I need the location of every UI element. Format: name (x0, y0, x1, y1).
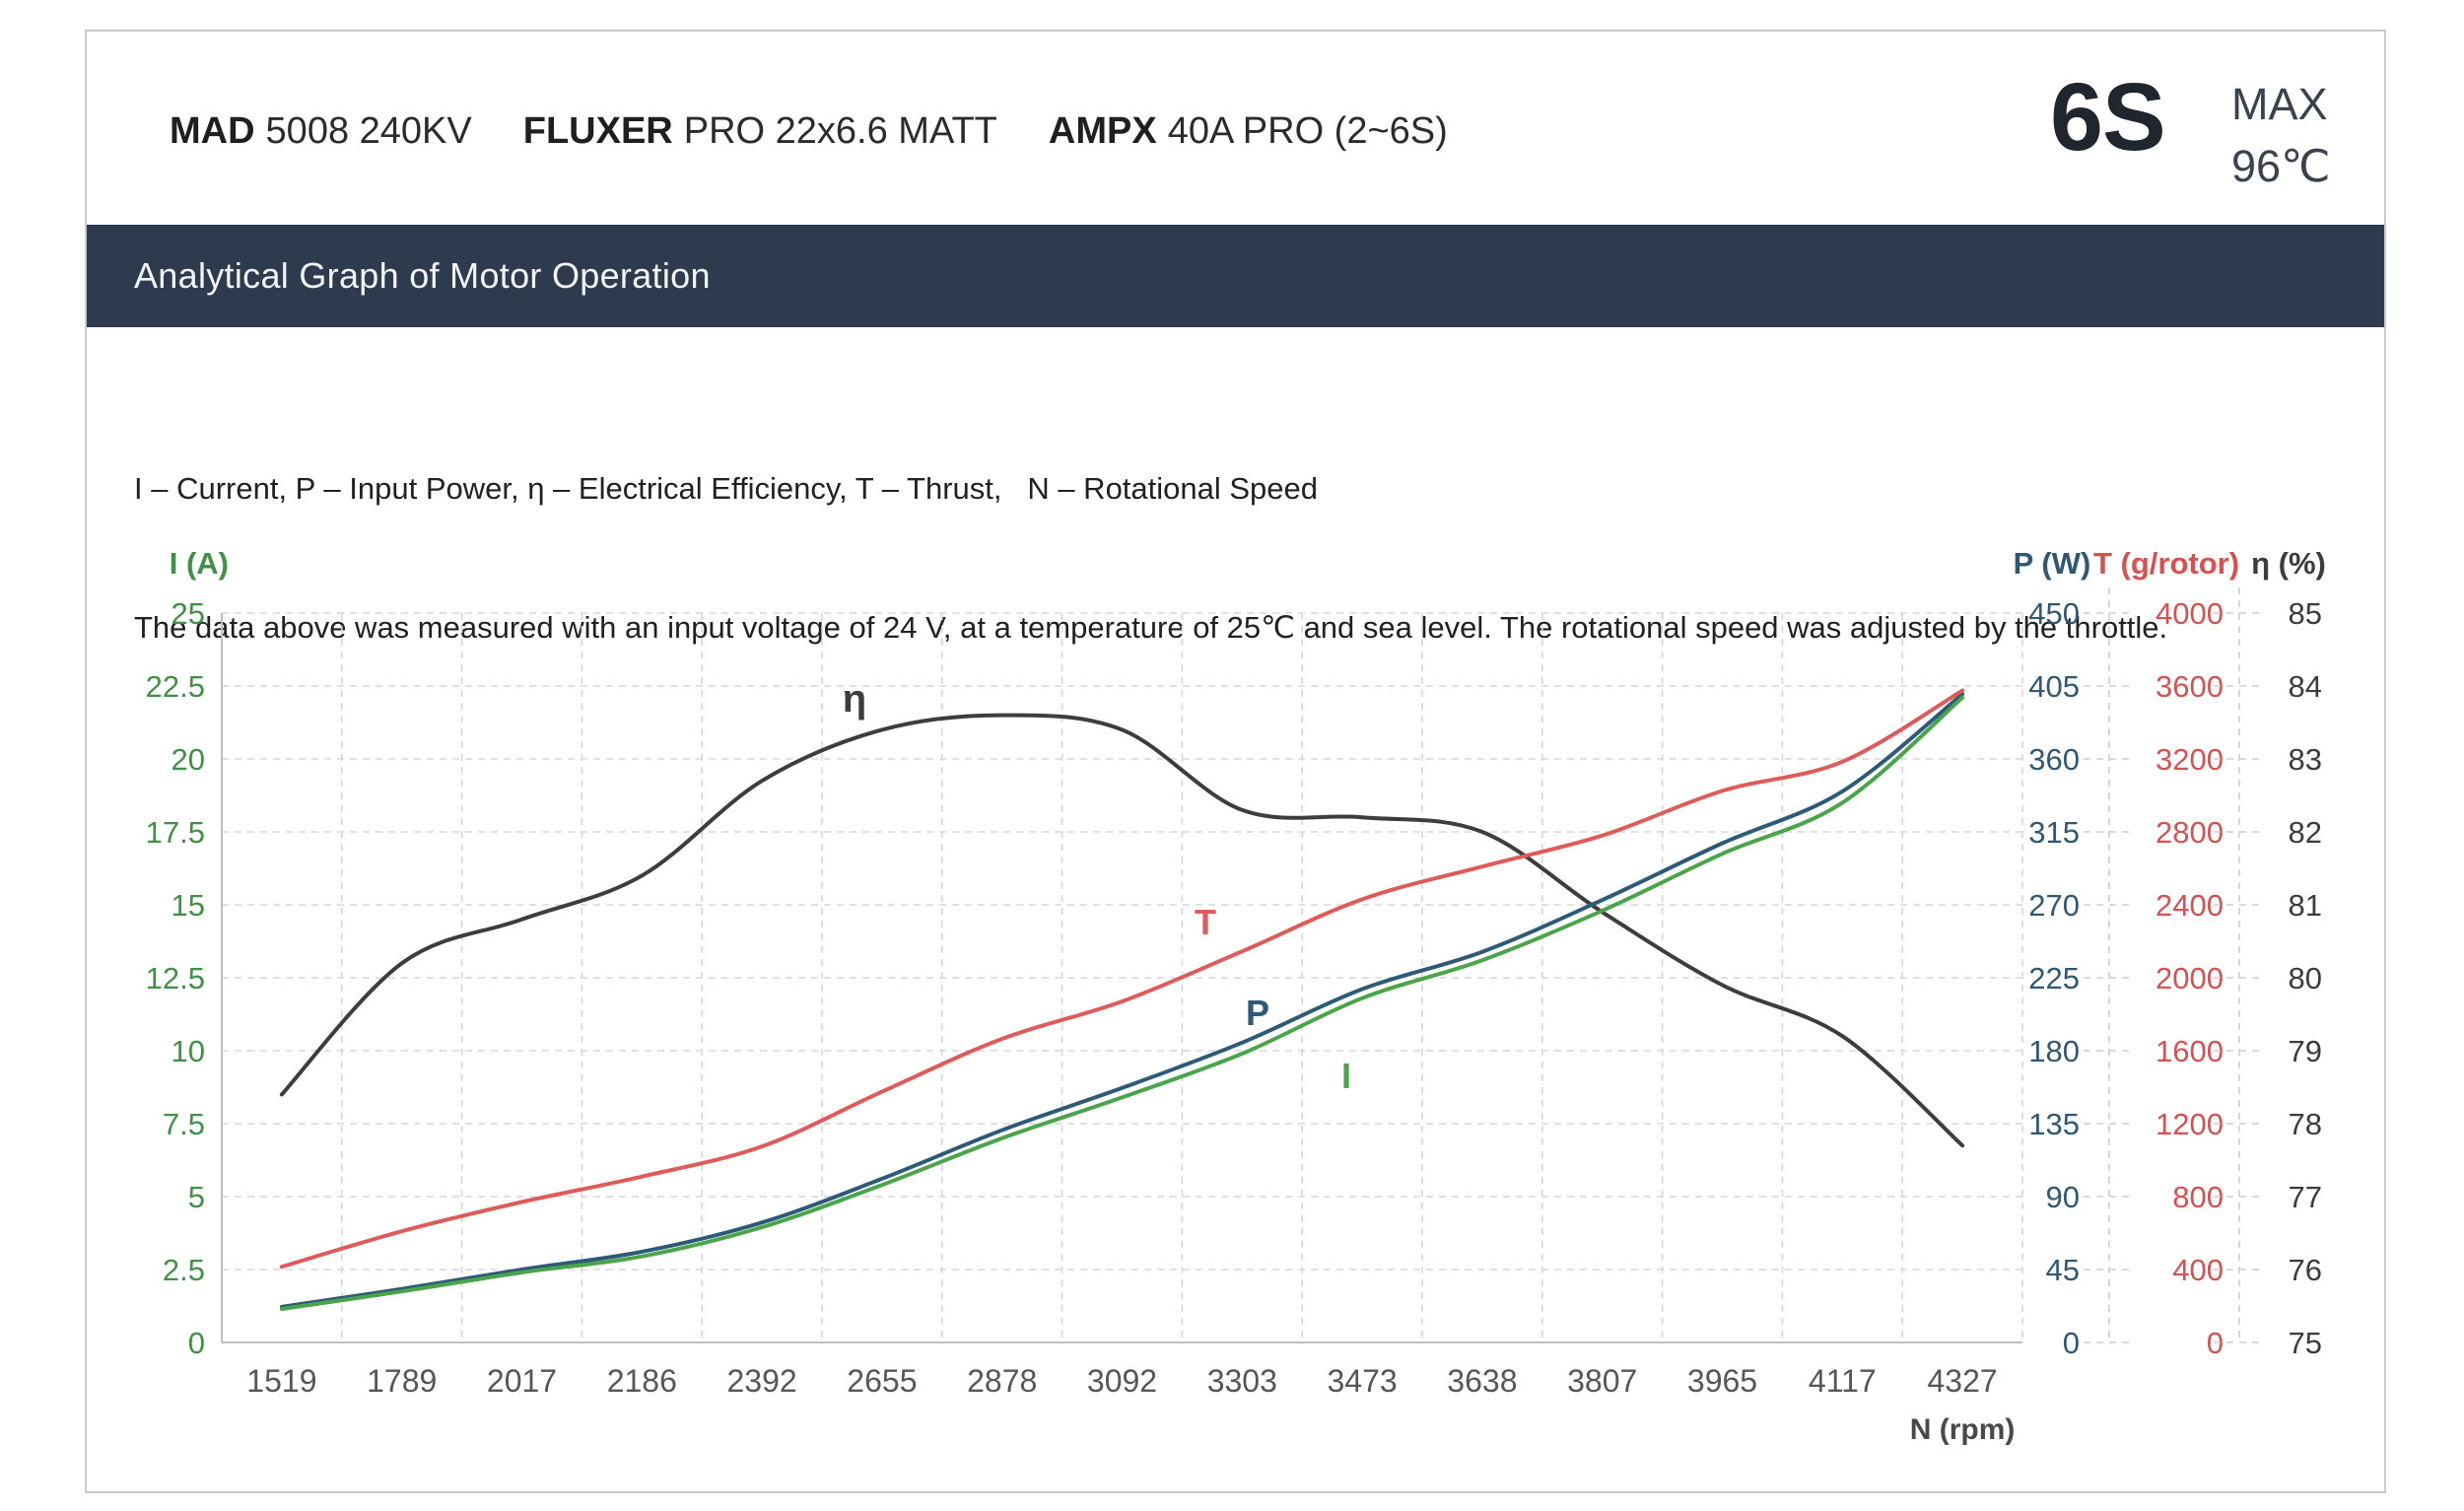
x-tick-label: 4117 (1809, 1363, 1877, 1399)
propeller-brand: FLUXER (522, 110, 673, 152)
current-axis-tick: 25 (171, 596, 205, 631)
current-axis-tick: 12.5 (146, 961, 205, 996)
thrust-axis-tick: 4000 (2156, 596, 2224, 631)
header: MAD 5008 240KV FLUXER PRO 22x6.6 MATT AMPX… (170, 110, 1448, 153)
x-tick-label: 2878 (967, 1363, 1037, 1399)
motor-model: 5008 240KV (265, 110, 472, 152)
x-tick-label: 1789 (367, 1363, 437, 1399)
thrust-axis-tick: 2000 (2156, 961, 2224, 996)
header-item-propeller: FLUXER PRO 22x6.6 MATT (523, 110, 997, 153)
efficiency-axis-tick: 79 (2289, 1034, 2322, 1068)
efficiency-axis-tick: 84 (2289, 669, 2322, 704)
x-tick-label: 3965 (1687, 1363, 1757, 1399)
efficiency-axis-tick: 75 (2289, 1326, 2322, 1360)
legend-definition-line: I – Current, P – Input Power, η – Electr… (134, 471, 1319, 506)
efficiency-axis-tick: 78 (2289, 1107, 2322, 1141)
x-tick-label: 2017 (487, 1363, 557, 1399)
x-tick-label: 3638 (1447, 1363, 1517, 1399)
header-item-esc: AMPX 40A PRO (2~6S) (1049, 110, 1448, 153)
current-axis-tick: 2.5 (163, 1253, 205, 1287)
header-item-motor: MAD 5008 240KV (170, 110, 472, 153)
x-tick-label: 3807 (1567, 1363, 1637, 1399)
power-axis-tick: 450 (2028, 596, 2080, 631)
thrust-axis-tick: 3200 (2156, 742, 2224, 777)
curve-label-P: P (1246, 993, 1269, 1033)
current-axis-tick: 0 (188, 1326, 205, 1360)
motor-brand: MAD (170, 110, 255, 152)
section-title: Analytical Graph of Motor Operation (134, 255, 711, 296)
thrust-axis-tick: 3600 (2156, 669, 2224, 704)
curve-eta (279, 713, 1965, 1148)
x-tick-label: 1519 (246, 1363, 316, 1399)
current-axis-tick: 15 (171, 888, 205, 923)
power-axis-tick: 135 (2028, 1107, 2080, 1141)
efficiency-axis-tick: 76 (2289, 1253, 2322, 1287)
esc-model: 40A PRO (2~6S) (1167, 110, 1448, 152)
battery-rating: 6S (2050, 63, 2166, 171)
report-card: MAD 5008 240KV FLUXER PRO 22x6.6 MATT AMPX… (85, 30, 2386, 1493)
power-axis-tick: 360 (2028, 742, 2080, 777)
curve-P (279, 692, 1965, 1309)
power-axis-tick: 45 (2046, 1253, 2080, 1287)
thrust-axis-tick: 2800 (2156, 815, 2224, 850)
thrust-axis-tick: 1200 (2156, 1107, 2224, 1141)
efficiency-axis-tick: 83 (2289, 742, 2322, 777)
thrust-axis-title: T (g/rotor) (2093, 546, 2239, 581)
current-axis-tick: 10 (171, 1034, 205, 1068)
thrust-axis-tick: 1600 (2156, 1034, 2224, 1068)
x-tick-label: 4327 (1928, 1363, 1998, 1399)
power-axis-tick: 180 (2028, 1034, 2080, 1068)
power-axis-tick: 0 (2063, 1326, 2080, 1360)
x-tick-label: 3473 (1328, 1363, 1398, 1399)
power-axis-title: P (W) (2014, 546, 2091, 581)
efficiency-axis-title: η (%) (2251, 546, 2326, 581)
x-tick-label: 2186 (607, 1363, 677, 1399)
power-axis-tick: 90 (2046, 1180, 2080, 1214)
efficiency-axis-tick: 80 (2289, 961, 2322, 996)
thrust-axis-tick: 2400 (2156, 888, 2224, 923)
section-banner: Analytical Graph of Motor Operation (87, 225, 2384, 327)
esc-brand: AMPX (1048, 110, 1157, 152)
max-temperature-block: MAX 96℃ (2231, 73, 2331, 197)
power-axis-tick: 315 (2028, 815, 2080, 850)
curve-I (279, 695, 1965, 1311)
efficiency-axis-tick: 81 (2289, 888, 2322, 923)
x-tick-label: 2655 (847, 1363, 917, 1399)
current-axis-title: I (A) (170, 546, 229, 581)
curve-label-T: T (1195, 902, 1216, 942)
current-axis-tick: 7.5 (163, 1107, 205, 1141)
max-temp-value: 96℃ (2231, 141, 2331, 191)
power-axis-tick: 405 (2028, 669, 2080, 704)
curve-label-eta: η (843, 677, 866, 721)
efficiency-axis-tick: 77 (2289, 1180, 2322, 1214)
current-axis-tick: 20 (171, 742, 205, 777)
x-axis-title: N (rpm) (1910, 1413, 2016, 1446)
x-tick-label: 3092 (1087, 1363, 1157, 1399)
x-tick-label: 2392 (727, 1363, 797, 1399)
current-axis-tick: 5 (188, 1180, 205, 1214)
measurement-conditions-line: The data above was measured with an inpu… (134, 610, 2168, 645)
efficiency-axis-tick: 85 (2289, 596, 2322, 631)
efficiency-axis-tick: 82 (2289, 815, 2322, 850)
max-label: MAX (2231, 79, 2328, 129)
power-axis-tick: 225 (2028, 961, 2080, 996)
current-axis-tick: 17.5 (146, 815, 205, 850)
x-tick-label: 3303 (1207, 1363, 1277, 1399)
chart-description: I – Current, P – Input Power, η – Electr… (134, 373, 2167, 743)
propeller-model: PRO 22x6.6 MATT (683, 110, 997, 152)
curve-label-I: I (1341, 1056, 1351, 1096)
current-axis-tick: 22.5 (146, 669, 205, 704)
curve-T (279, 688, 1965, 1270)
power-axis-tick: 270 (2028, 888, 2080, 923)
